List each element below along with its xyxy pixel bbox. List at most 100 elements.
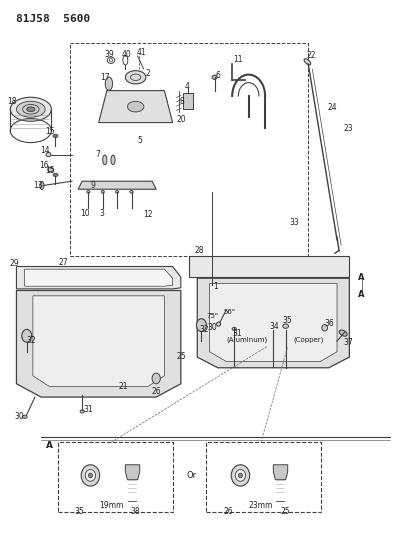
Polygon shape <box>197 278 349 368</box>
Text: 34: 34 <box>270 322 279 330</box>
Text: 32: 32 <box>200 325 210 334</box>
Text: 10: 10 <box>80 209 90 217</box>
Ellipse shape <box>115 191 119 193</box>
Text: 36: 36 <box>324 319 334 328</box>
Ellipse shape <box>54 174 57 176</box>
Text: 81J58  5600: 81J58 5600 <box>16 14 91 23</box>
Text: 25: 25 <box>281 507 291 516</box>
Text: 1: 1 <box>213 282 218 291</box>
Text: 13: 13 <box>33 181 43 190</box>
Text: 8: 8 <box>179 97 184 106</box>
Text: 38: 38 <box>131 507 141 516</box>
Ellipse shape <box>105 77 113 91</box>
Text: 23: 23 <box>344 125 353 133</box>
Text: 15: 15 <box>45 127 55 136</box>
Text: 3: 3 <box>99 209 104 217</box>
Polygon shape <box>16 290 181 397</box>
Text: A: A <box>358 273 365 281</box>
Text: A: A <box>46 441 53 449</box>
Text: 35: 35 <box>283 317 293 325</box>
Text: 75": 75" <box>206 312 219 319</box>
Polygon shape <box>25 269 173 286</box>
Ellipse shape <box>127 101 144 112</box>
Polygon shape <box>99 91 173 123</box>
Text: 26: 26 <box>151 387 161 396</box>
Text: 29: 29 <box>9 260 19 268</box>
Ellipse shape <box>81 465 100 486</box>
Text: 7: 7 <box>95 150 100 159</box>
Ellipse shape <box>232 327 236 330</box>
Circle shape <box>22 329 32 342</box>
Ellipse shape <box>130 191 133 193</box>
Ellipse shape <box>48 167 53 172</box>
Ellipse shape <box>235 470 245 481</box>
Text: 21: 21 <box>118 382 128 391</box>
Ellipse shape <box>46 152 51 157</box>
Ellipse shape <box>103 155 107 165</box>
Ellipse shape <box>231 465 250 486</box>
Text: 25: 25 <box>176 352 186 360</box>
Ellipse shape <box>304 59 311 65</box>
Text: 35: 35 <box>74 507 84 516</box>
Text: 27: 27 <box>59 258 69 266</box>
Ellipse shape <box>10 97 51 122</box>
Text: (Copper): (Copper) <box>293 336 323 343</box>
Text: 2: 2 <box>145 69 150 78</box>
Text: 30: 30 <box>207 324 217 332</box>
Ellipse shape <box>101 191 104 193</box>
Circle shape <box>152 373 160 384</box>
Polygon shape <box>210 284 337 361</box>
Text: 32: 32 <box>26 336 36 344</box>
Text: 56": 56" <box>223 309 236 315</box>
Text: 24: 24 <box>327 103 337 112</box>
Text: 22: 22 <box>307 52 316 60</box>
Bar <box>183 93 193 109</box>
Text: 31: 31 <box>83 405 93 414</box>
Ellipse shape <box>339 330 347 336</box>
Text: 19mm: 19mm <box>99 501 123 510</box>
Text: 5: 5 <box>137 136 142 144</box>
Text: 23mm: 23mm <box>249 501 273 510</box>
Text: 17: 17 <box>100 73 110 82</box>
Text: A: A <box>358 290 365 298</box>
Text: 30: 30 <box>15 413 25 421</box>
Text: 20: 20 <box>176 116 186 124</box>
Text: 33: 33 <box>289 218 299 227</box>
Text: 26: 26 <box>223 507 233 516</box>
Text: 6: 6 <box>215 71 220 80</box>
Ellipse shape <box>238 473 242 478</box>
Polygon shape <box>33 296 164 386</box>
Ellipse shape <box>54 135 57 137</box>
Text: 4: 4 <box>184 83 189 91</box>
Text: 18: 18 <box>7 97 17 106</box>
Polygon shape <box>78 181 156 189</box>
Text: 31: 31 <box>233 329 242 337</box>
Ellipse shape <box>283 324 289 328</box>
Text: 37: 37 <box>344 338 353 346</box>
Ellipse shape <box>16 101 45 117</box>
Ellipse shape <box>212 75 217 79</box>
Text: (Aluminum): (Aluminum) <box>226 336 267 343</box>
Text: 9: 9 <box>90 181 95 190</box>
Ellipse shape <box>217 322 221 326</box>
Ellipse shape <box>80 410 84 413</box>
Text: 15: 15 <box>45 166 55 175</box>
Ellipse shape <box>85 470 95 481</box>
Text: 12: 12 <box>143 210 153 219</box>
Polygon shape <box>189 256 349 277</box>
Circle shape <box>196 319 206 332</box>
Ellipse shape <box>88 473 92 478</box>
Polygon shape <box>16 266 181 289</box>
Text: 41: 41 <box>137 48 147 56</box>
Ellipse shape <box>27 107 35 112</box>
Ellipse shape <box>87 191 90 193</box>
Text: 40: 40 <box>122 50 132 59</box>
Ellipse shape <box>125 70 146 84</box>
Polygon shape <box>125 465 140 480</box>
Polygon shape <box>273 465 288 480</box>
Text: Or: Or <box>186 471 196 480</box>
Text: 16: 16 <box>39 161 49 169</box>
Ellipse shape <box>22 415 27 418</box>
Text: 39: 39 <box>104 50 114 59</box>
Ellipse shape <box>40 181 44 189</box>
